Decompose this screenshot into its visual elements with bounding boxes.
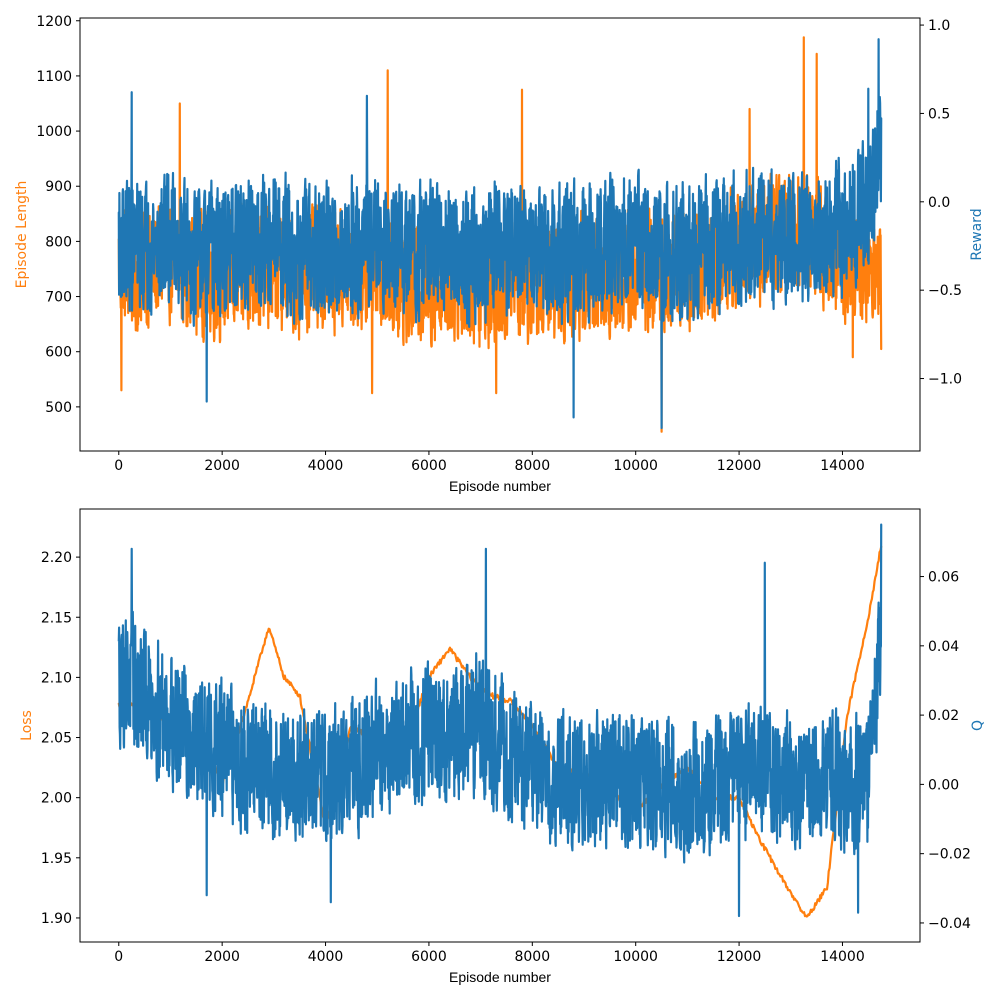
bottom-right-axis-label: Q [970, 720, 986, 731]
bottom-left-tick-label: 2.15 [41, 610, 72, 626]
top-right-tick-label: −1.0 [928, 372, 962, 388]
top-chart-ticks: 0 2000 4000 6000 8000 10000 12000 14000 500 600 70… [36, 14, 962, 474]
bottom-x-tick-label: 2000 [204, 949, 240, 965]
top-right-tick-label: 0.5 [928, 106, 950, 122]
top-x-tick-label: 2000 [204, 458, 240, 474]
bottom-x-tick-label: 14000 [820, 949, 865, 965]
top-x-tick-label: 8000 [514, 458, 550, 474]
top-left-tick-label: 700 [45, 290, 72, 306]
top-left-tick-label: 1100 [36, 69, 72, 85]
top-left-tick-label: 500 [45, 400, 72, 416]
bottom-chart-frame [79, 508, 921, 943]
bottom-chart-ticks: 0 2000 4000 6000 8000 10000 12000 14000 1.90 1.95… [41, 550, 971, 965]
top-chart-lines [117, 36, 883, 433]
bottom-x-tick-label: 6000 [411, 949, 447, 965]
bottom-right-tick-label: 0.02 [928, 708, 959, 724]
top-left-tick-label: 900 [45, 179, 72, 195]
top-left-tick-label: 1000 [36, 124, 72, 140]
top-x-tick-label: 10000 [613, 458, 658, 474]
bottom-x-tick-label: 10000 [613, 949, 658, 965]
top-left-tick-label: 1200 [36, 14, 72, 30]
bottom-right-tick-label: 0.06 [928, 570, 959, 586]
top-right-tick-label: 0.0 [928, 195, 950, 211]
bottom-left-tick-label: 1.95 [41, 851, 72, 867]
bottom-left-tick-label: 2.20 [41, 550, 72, 566]
bottom-x-tick-label: 4000 [308, 949, 344, 965]
top-right-axis-label: Reward [969, 208, 985, 260]
bottom-left-tick-label: 2.05 [41, 731, 72, 747]
bottom-left-tick-label: 2.10 [41, 670, 72, 686]
top-chart-frame [79, 17, 921, 452]
bottom-chart-panel: 0 2000 4000 6000 8000 10000 12000 14000 1.90 1.95… [19, 508, 986, 985]
bottom-right-tick-label: 0.04 [928, 639, 959, 655]
bottom-chart-lines [117, 523, 883, 918]
bottom-right-tick-label: −0.02 [928, 847, 971, 863]
top-x-tick-label: 12000 [717, 458, 762, 474]
top-x-tick-label: 4000 [308, 458, 344, 474]
bottom-x-tick-label: 0 [114, 949, 123, 965]
top-left-axis-label: Episode Length [14, 181, 30, 289]
top-x-tick-label: 14000 [820, 458, 865, 474]
bottom-left-tick-label: 2.00 [41, 791, 72, 807]
top-x-tick-label: 0 [114, 458, 123, 474]
bottom-right-tick-label: −0.04 [928, 916, 971, 932]
bottom-series-q-line [117, 523, 883, 918]
top-x-tick-label: 6000 [411, 458, 447, 474]
bottom-left-axis-label: Loss [19, 710, 35, 741]
bottom-left-tick-label: 1.90 [41, 911, 72, 927]
bottom-x-axis-label: Episode number [449, 969, 551, 985]
top-left-tick-label: 800 [45, 234, 72, 250]
bottom-right-tick-label: 0.00 [928, 777, 959, 793]
top-x-axis-label: Episode number [449, 478, 551, 494]
bottom-x-tick-label: 12000 [717, 949, 762, 965]
top-right-tick-label: −0.5 [928, 283, 962, 299]
top-series-reward-line [117, 38, 883, 430]
top-right-tick-label: 1.0 [928, 18, 950, 34]
top-left-tick-label: 600 [45, 345, 72, 361]
top-chart-panel: 0 2000 4000 6000 8000 10000 12000 14000 500 600 70… [14, 14, 985, 494]
bottom-x-tick-label: 8000 [514, 949, 550, 965]
